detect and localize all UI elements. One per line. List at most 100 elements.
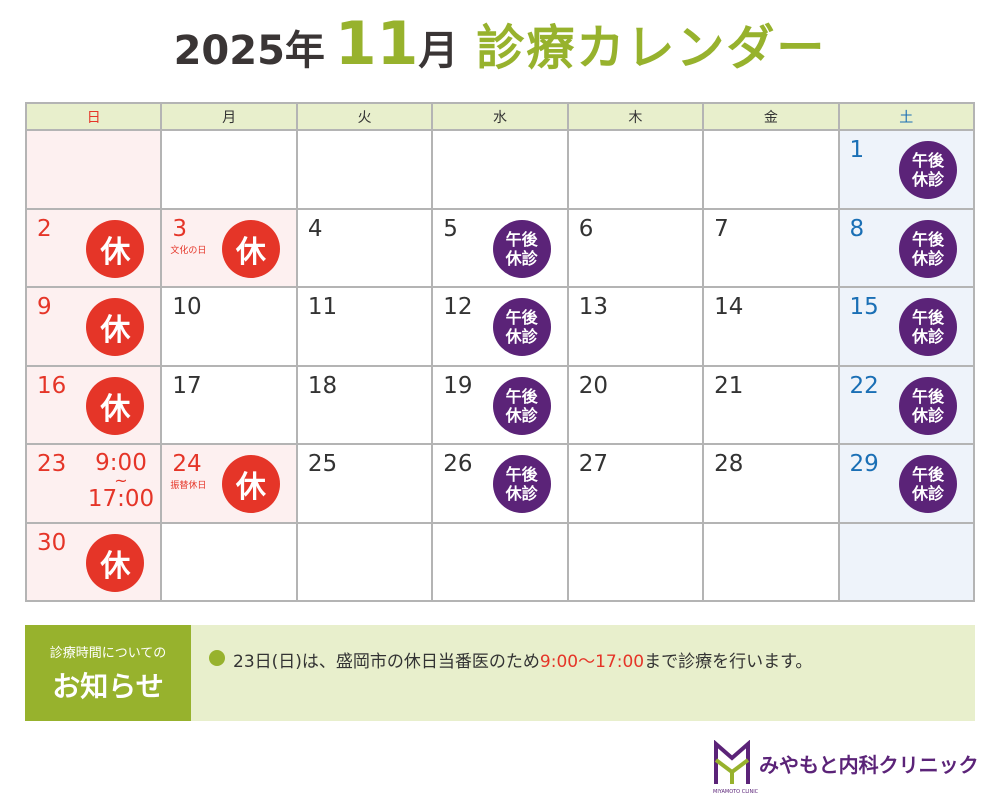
calendar-day-cell: 22 午後休診 [837, 364, 976, 445]
day-number: 10 [172, 294, 202, 320]
calendar-day-cell [837, 521, 976, 602]
calendar-day-cell [431, 521, 569, 602]
afternoon-closed-badge: 午後休診 [492, 455, 551, 513]
day-number: 6 [578, 215, 594, 242]
calendar-day-cell: 3 文化の日 休 [160, 207, 298, 288]
page-title: 2025年 11月 診療カレンダー [0, 8, 1000, 79]
weekday-header-row: 日月火水木金土 [24, 102, 976, 131]
calendar-day-cell [160, 521, 298, 602]
day-number: 12 [443, 294, 473, 320]
afternoon-closed-text: 午後休診 [505, 229, 538, 268]
calendar-week-row: 23 9:00 ~17:00 24 振替休日 休 25 26 午後休診 27 28 29 午後休診 [24, 443, 976, 524]
calendar-day-cell: 20 [566, 364, 705, 445]
holiday-name: 文化の日 [170, 245, 207, 256]
clinic-name-en: MIYAMOTO CLINIC [713, 789, 759, 795]
weekday-header: 月 [160, 102, 298, 131]
calendar-day-cell: 17 [160, 364, 298, 445]
day-number: 20 [578, 372, 608, 399]
calendar-day-cell: 15 午後休診 [837, 286, 976, 367]
notice-message: 23日(日)は、盛岡市の休日当番医のため9:00〜17:00まで診療を行います。 [191, 625, 812, 721]
hours-separator: ~ [114, 471, 128, 490]
clinic-logo: みやもと内科クリニック MIYAMOTO CLINIC [713, 740, 979, 795]
day-number: 28 [714, 451, 744, 477]
closed-badge: 休 [86, 219, 145, 278]
weekday-header: 土 [837, 102, 976, 131]
title-month-unit: 月 [418, 28, 459, 74]
calendar-day-cell: 16 休 [24, 364, 163, 445]
day-number: 26 [443, 451, 473, 477]
calendar-day-cell [160, 129, 298, 210]
afternoon-closed-text: 午後休診 [911, 229, 944, 268]
calendar-grid: 日月火水木金土 1 午後休診 2 休 3 文化の日休 4 5 午後休診 6 7 8 午後休診 9 休 10 11… [24, 102, 976, 602]
calendar-day-cell: 7 [702, 207, 840, 288]
day-number: 11 [307, 294, 338, 320]
calendar-day-cell: 28 [702, 443, 840, 524]
afternoon-closed-badge: 午後休診 [492, 298, 551, 356]
weekday-header: 日 [24, 102, 163, 131]
day-number: 14 [714, 294, 744, 320]
calendar-day-cell: 1 午後休診 [837, 129, 976, 210]
afternoon-closed-text: 午後休診 [505, 386, 538, 425]
afternoon-closed-badge: 午後休診 [492, 219, 551, 278]
day-number: 21 [714, 372, 744, 399]
day-number: 18 [307, 372, 338, 399]
closed-badge: 休 [86, 298, 145, 356]
calendar-day-cell: 27 [566, 443, 705, 524]
day-number: 5 [443, 215, 458, 242]
day-number: 9 [37, 294, 52, 320]
calendar-day-cell: 23 9:00 ~17:00 [24, 443, 163, 524]
day-number: 7 [714, 215, 729, 242]
holiday-name: 振替休日 [170, 481, 207, 491]
hours-to: 17:00 [87, 486, 155, 512]
calendar-day-cell: 18 [295, 364, 434, 445]
day-number: 25 [307, 451, 338, 477]
clinic-name: みやもと内科クリニック [759, 752, 979, 777]
hours-from: 9:00 [95, 450, 147, 476]
title-month-number: 11 [334, 9, 419, 79]
special-hours: 9:00 ~17:00 [81, 451, 161, 511]
day-number: 1 [849, 137, 865, 163]
day-number: 17 [172, 372, 202, 399]
calendar-day-cell: 10 [160, 286, 298, 367]
notice-label: 診療時間についての お知らせ [25, 625, 191, 721]
calendar-day-cell: 6 [566, 207, 705, 288]
calendar-day-cell: 14 [702, 286, 840, 367]
weekday-header: 火 [295, 102, 434, 131]
afternoon-closed-badge: 午後休診 [899, 455, 957, 513]
day-number: 24 [172, 451, 202, 477]
closed-badge: 休 [86, 376, 145, 435]
notice-message-post: まで診療を行います。 [644, 652, 813, 672]
calendar-day-cell: 26 午後休診 [431, 443, 569, 524]
afternoon-closed-badge: 午後休診 [899, 376, 957, 435]
calendar-day-cell: 4 [295, 207, 434, 288]
closed-badge: 休 [221, 455, 280, 513]
calendar-day-cell: 11 [295, 286, 434, 367]
calendar-day-cell [566, 129, 705, 210]
day-number: 27 [578, 451, 608, 477]
closed-badge: 休 [221, 219, 280, 278]
calendar-day-cell [566, 521, 705, 602]
afternoon-closed-badge: 午後休診 [899, 298, 957, 356]
calendar-day-cell [295, 521, 434, 602]
afternoon-closed-text: 午後休診 [911, 308, 944, 346]
calendar-day-cell: 5 午後休診 [431, 207, 569, 288]
calendar-day-cell [431, 129, 569, 210]
logo-mark-icon [714, 740, 750, 784]
notice-label-big: お知らせ [52, 669, 164, 703]
weekday-header: 木 [566, 102, 705, 131]
calendar-day-cell: 12 午後休診 [431, 286, 569, 367]
calendar-day-cell: 19 午後休診 [431, 364, 569, 445]
afternoon-closed-badge: 午後休診 [492, 376, 551, 435]
day-number: 29 [849, 451, 879, 477]
day-number: 15 [849, 294, 879, 320]
calendar-day-cell: 24 振替休日 休 [160, 443, 298, 524]
day-number: 19 [443, 372, 473, 399]
day-number: 23 [37, 451, 67, 477]
day-number: 22 [849, 372, 879, 399]
day-number: 8 [849, 215, 865, 242]
calendar-day-cell [702, 521, 840, 602]
closed-badge: 休 [86, 533, 145, 592]
afternoon-closed-text: 午後休診 [911, 465, 944, 503]
